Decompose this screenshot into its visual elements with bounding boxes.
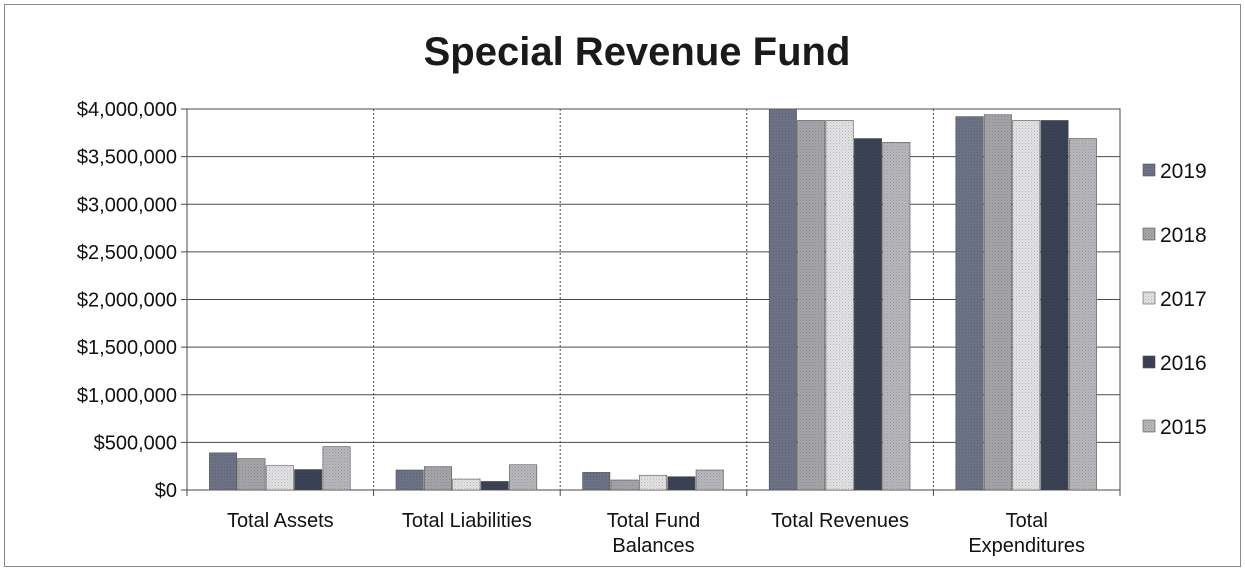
y-tick-label: $2,000,000 (77, 290, 177, 312)
bar-texture (481, 481, 509, 490)
bars-layer (209, 108, 1097, 491)
legend-label: 2019 (1160, 160, 1207, 183)
y-tick-label: $2,500,000 (77, 242, 177, 264)
chart-canvas: Special Revenue Fund $0 $500,000 $1,000,00… (77, 30, 1207, 557)
x-category-label: Balances (612, 535, 694, 557)
legend-label: 2015 (1160, 416, 1207, 439)
bar-texture (452, 479, 481, 490)
legend-label: 2017 (1160, 288, 1207, 311)
legend-swatch-texture (1143, 164, 1155, 176)
bar-texture (209, 452, 237, 490)
bar-texture (1012, 120, 1040, 491)
y-tick-label: $1,500,000 (77, 337, 177, 359)
x-category-label: Total Liabilities (402, 510, 532, 532)
bar-texture (667, 476, 696, 490)
y-tick-label: $3,500,000 (77, 147, 177, 169)
bar-texture (266, 465, 294, 490)
y-tick-label: $3,000,000 (77, 194, 177, 216)
bar-texture (1069, 138, 1097, 490)
x-category-label: Total Fund (607, 510, 700, 532)
bar-texture (424, 466, 452, 490)
x-category-label: Total (1006, 510, 1048, 532)
legend-swatch-texture (1143, 420, 1155, 432)
y-tick-label: $0 (155, 480, 177, 502)
bar-texture (825, 120, 854, 491)
bar-texture (696, 469, 724, 490)
y-tick-label: $500,000 (94, 432, 177, 454)
bar-texture (797, 120, 825, 491)
bar-texture (237, 458, 266, 490)
bar-texture (322, 446, 351, 490)
chart-frame: Special Revenue Fund $0 $500,000 $1,000,00… (4, 4, 1241, 567)
y-tick-label: $4,000,000 (77, 99, 177, 121)
bar-texture (955, 116, 984, 491)
bar-texture (395, 469, 424, 490)
legend: 2019 2018 2017 2016 2015 (1142, 160, 1207, 439)
legend-swatch-texture (1143, 228, 1155, 240)
axis-layer: $0 $500,000 $1,000,000 $1,500,000 $2,000,000… (77, 99, 1121, 557)
bar-texture (769, 109, 797, 490)
x-category-label: Total Revenues (771, 510, 909, 532)
legend-label: 2018 (1160, 224, 1207, 247)
bar-texture (639, 475, 667, 490)
bar-texture (984, 114, 1012, 490)
bar-texture (582, 472, 610, 490)
chart-title: Special Revenue Fund (424, 30, 851, 74)
legend-swatch-texture (1143, 356, 1155, 368)
bar-texture (509, 464, 537, 490)
bar-texture (1040, 120, 1069, 491)
bar-texture (854, 138, 882, 490)
legend-swatch-texture (1143, 292, 1155, 304)
legend-label: 2016 (1160, 352, 1207, 375)
x-category-label: Expenditures (968, 535, 1085, 557)
bar-texture (882, 142, 911, 490)
bar-texture (610, 479, 639, 490)
bar-texture (294, 469, 322, 490)
y-tick-label: $1,000,000 (77, 385, 177, 407)
x-category-label: Total Assets (227, 510, 334, 532)
